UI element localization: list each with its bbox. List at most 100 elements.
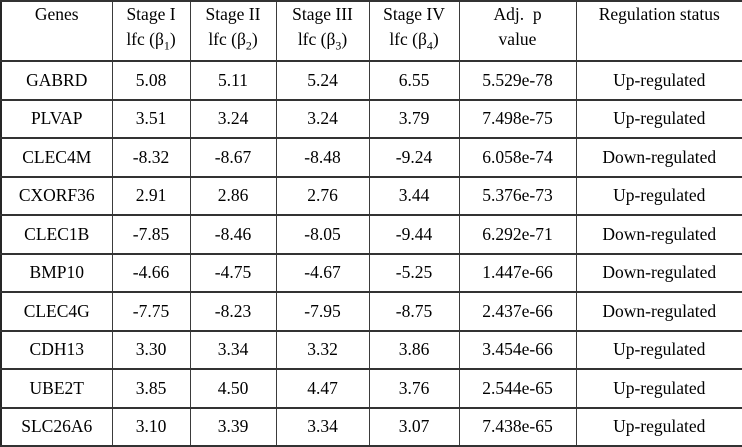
regulation-status-cell: Up-regulated — [575, 368, 742, 409]
stage2-lfc-cell: 3.34 — [189, 329, 277, 370]
stage2-lfc-cell: 2.86 — [189, 175, 277, 216]
stage4-lfc-cell: -9.44 — [368, 214, 460, 255]
table-row: SLC26A6 3.10 3.39 3.34 3.07 7.438e-65 Up… — [0, 406, 742, 447]
stage4-lfc-cell: 3.44 — [368, 175, 460, 216]
column-header-stage1-lfc: Stage I lfc (β1) — [111, 0, 191, 62]
table-row: CLEC1B -7.85 -8.46 -8.05 -9.44 6.292e-71… — [0, 214, 742, 255]
regulation-status-cell: Down-regulated — [575, 291, 742, 332]
gene-name-cell: UBE2T — [0, 368, 113, 409]
regulation-status-cell: Down-regulated — [575, 214, 742, 255]
stage2-lfc-cell: 5.11 — [189, 60, 277, 101]
stage4-lfc-cell: -9.24 — [368, 137, 460, 178]
adj-p-value-cell: 5.529e-78 — [458, 60, 577, 101]
stage2-lfc-cell: 4.50 — [189, 368, 277, 409]
stage3-lfc-cell: -7.95 — [275, 291, 370, 332]
header-label: Stage III — [292, 4, 353, 24]
stage1-lfc-cell: 3.85 — [111, 368, 191, 409]
header-label: Regulation status — [598, 4, 720, 24]
adj-p-value-cell: 5.376e-73 — [458, 175, 577, 216]
stage1-lfc-cell: 2.91 — [111, 175, 191, 216]
column-header-stage4-lfc: Stage IV lfc (β4) — [368, 0, 460, 62]
table-row: CLEC4G -7.75 -8.23 -7.95 -8.75 2.437e-66… — [0, 291, 742, 332]
stage1-lfc-cell: 3.10 — [111, 406, 191, 447]
adj-p-value-cell: 7.498e-75 — [458, 98, 577, 139]
regulation-status-cell: Down-regulated — [575, 137, 742, 178]
stage1-lfc-cell: -8.32 — [111, 137, 191, 178]
header-sublabel: lfc (β3) — [297, 28, 348, 52]
header-sublabel: lfc (β4) — [389, 28, 439, 52]
gene-name-cell: CXORF36 — [0, 175, 113, 216]
gene-name-cell: SLC26A6 — [0, 406, 113, 447]
adj-p-value-cell: 2.437e-66 — [458, 291, 577, 332]
gene-name-cell: CDH13 — [0, 329, 113, 370]
stage2-lfc-cell: 3.39 — [189, 406, 277, 447]
stage4-lfc-cell: -8.75 — [368, 291, 460, 332]
gene-name-cell: CLEC4M — [0, 137, 113, 178]
column-header-adj-p-value: Adj. p value — [458, 0, 577, 62]
stage3-lfc-cell: 3.32 — [275, 329, 370, 370]
column-header-stage3-lfc: Stage III lfc (β3) — [275, 0, 370, 62]
stage3-lfc-cell: -8.05 — [275, 214, 370, 255]
adj-p-value-cell: 2.544e-65 — [458, 368, 577, 409]
gene-name-cell: CLEC4G — [0, 291, 113, 332]
adj-p-value-cell: 6.292e-71 — [458, 214, 577, 255]
column-header-genes: Genes — [0, 0, 113, 62]
stage3-lfc-cell: 2.76 — [275, 175, 370, 216]
stage3-lfc-cell: 3.34 — [275, 406, 370, 447]
table-row: PLVAP 3.51 3.24 3.24 3.79 7.498e-75 Up-r… — [0, 98, 742, 139]
stage4-lfc-cell: 6.55 — [368, 60, 460, 101]
regulation-status-cell: Down-regulated — [575, 252, 742, 293]
stage4-lfc-cell: 3.07 — [368, 406, 460, 447]
stage3-lfc-cell: -4.67 — [275, 252, 370, 293]
header-label: Stage II — [205, 4, 261, 24]
stage1-lfc-cell: 5.08 — [111, 60, 191, 101]
stage1-lfc-cell: -7.85 — [111, 214, 191, 255]
header-sublabel: lfc (β2) — [208, 28, 258, 52]
header-sublabel: lfc (β1) — [126, 28, 176, 52]
header-row: Genes Stage I lfc (β1) Stage II lfc (β2)… — [0, 0, 742, 62]
column-header-regulation-status: Regulation status — [575, 0, 742, 62]
stage1-lfc-cell: 3.30 — [111, 329, 191, 370]
table-row: GABRD 5.08 5.11 5.24 6.55 5.529e-78 Up-r… — [0, 60, 742, 101]
table-row: CDH13 3.30 3.34 3.32 3.86 3.454e-66 Up-r… — [0, 329, 742, 370]
adj-p-value-cell: 7.438e-65 — [458, 406, 577, 447]
header-sublabel: value — [498, 28, 537, 49]
stage1-lfc-cell: 3.51 — [111, 98, 191, 139]
adj-p-value-cell: 6.058e-74 — [458, 137, 577, 178]
table-row: UBE2T 3.85 4.50 4.47 3.76 2.544e-65 Up-r… — [0, 368, 742, 409]
regulation-status-cell: Up-regulated — [575, 175, 742, 216]
gene-name-cell: PLVAP — [0, 98, 113, 139]
stage3-lfc-cell: 5.24 — [275, 60, 370, 101]
stage2-lfc-cell: -8.23 — [189, 291, 277, 332]
stage3-lfc-cell: -8.48 — [275, 137, 370, 178]
table-header: Genes Stage I lfc (β1) Stage II lfc (β2)… — [0, 0, 742, 62]
stage2-lfc-cell: -4.75 — [189, 252, 277, 293]
regulation-status-cell: Up-regulated — [575, 98, 742, 139]
stage2-lfc-cell: -8.46 — [189, 214, 277, 255]
header-label: Stage IV — [383, 4, 445, 24]
table-row: CLEC4M -8.32 -8.67 -8.48 -9.24 6.058e-74… — [0, 137, 742, 178]
header-label: Stage I — [126, 4, 176, 24]
stage4-lfc-cell: 3.79 — [368, 98, 460, 139]
stage3-lfc-cell: 4.47 — [275, 368, 370, 409]
header-label: Genes — [34, 4, 79, 24]
gene-name-cell: GABRD — [0, 60, 113, 101]
gene-name-cell: CLEC1B — [0, 214, 113, 255]
gene-name-cell: BMP10 — [0, 252, 113, 293]
adj-p-value-cell: 3.454e-66 — [458, 329, 577, 370]
table-body: GABRD 5.08 5.11 5.24 6.55 5.529e-78 Up-r… — [0, 60, 742, 447]
stage3-lfc-cell: 3.24 — [275, 98, 370, 139]
stage4-lfc-cell: 3.86 — [368, 329, 460, 370]
table-row: CXORF36 2.91 2.86 2.76 3.44 5.376e-73 Up… — [0, 175, 742, 216]
table-row: BMP10 -4.66 -4.75 -4.67 -5.25 1.447e-66 … — [0, 252, 742, 293]
regulation-status-cell: Up-regulated — [575, 406, 742, 447]
header-label: Adj. p — [493, 4, 542, 24]
regulation-status-cell: Up-regulated — [575, 60, 742, 101]
stage1-lfc-cell: -4.66 — [111, 252, 191, 293]
stage2-lfc-cell: -8.67 — [189, 137, 277, 178]
column-header-stage2-lfc: Stage II lfc (β2) — [189, 0, 277, 62]
stage1-lfc-cell: -7.75 — [111, 291, 191, 332]
stage4-lfc-cell: 3.76 — [368, 368, 460, 409]
stage2-lfc-cell: 3.24 — [189, 98, 277, 139]
